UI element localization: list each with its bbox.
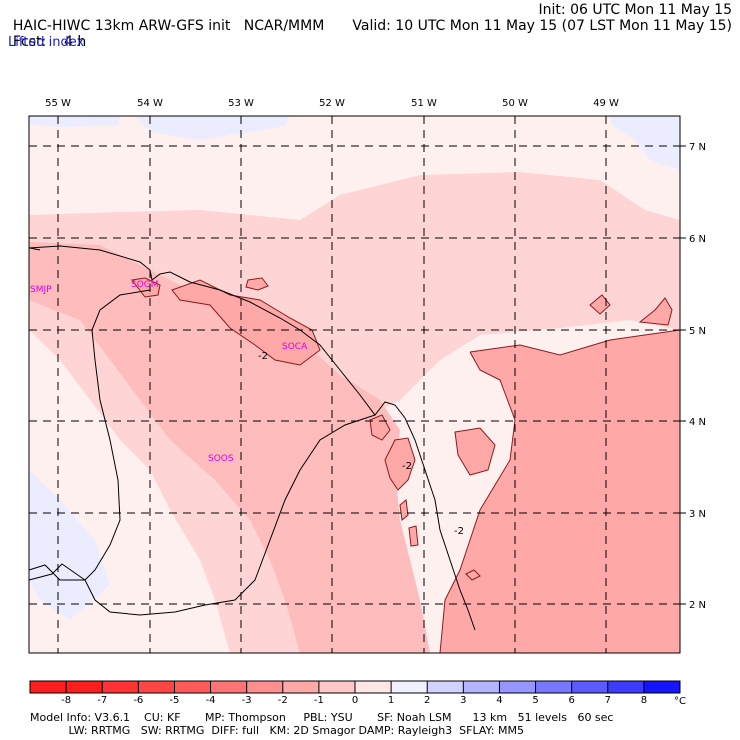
lon-label: 52 W xyxy=(319,98,345,109)
colorbar-tick-label: -4 xyxy=(206,695,216,706)
colorbar-tick-label: 3 xyxy=(460,695,466,706)
station-labels: SMJP SOGM SOCA SOOS xyxy=(30,280,308,464)
colorbar-tick-label: -2 xyxy=(278,695,288,706)
colorbar-tick-label: 1 xyxy=(388,695,394,706)
contour-label: -2 xyxy=(258,351,268,362)
station-label: SOOS xyxy=(208,454,234,464)
model-title: HAIC-HIWC 13km ARW-GFS init NCAR/MMM xyxy=(12,18,325,34)
lifted-index-field xyxy=(29,116,680,653)
colorbar-cell xyxy=(66,681,103,693)
lat-label: 5 N xyxy=(689,326,706,337)
lon-label: 50 W xyxy=(502,98,528,109)
contour-label: -2 xyxy=(402,461,412,472)
contour-lines xyxy=(131,277,681,654)
colorbar-cell xyxy=(535,681,573,693)
lat-label: 3 N xyxy=(689,509,706,520)
longitude-labels: 55 W 54 W 53 W 52 W 51 W 50 W 49 W xyxy=(45,98,619,109)
org-label: NCAR/MMM xyxy=(243,18,325,34)
colorbar-cell xyxy=(607,681,645,693)
map-frame xyxy=(28,115,681,654)
colorbar-tick-label: 2 xyxy=(424,695,430,706)
field-name: Lifted index xyxy=(8,35,85,50)
lon-label: 54 W xyxy=(137,98,163,109)
colorbar-cell xyxy=(571,681,609,693)
station-label: SOGM xyxy=(131,280,159,290)
colorbar-cell xyxy=(174,681,212,693)
lat-label: 7 N xyxy=(689,142,706,153)
lon-label: 53 W xyxy=(228,98,254,109)
colorbar-cell xyxy=(30,681,67,693)
colorbar: -8 -7 -6 -5 -4 -3 -2 -1 0 1 2 3 4 5 6 7 8 xyxy=(29,680,681,706)
init-time: Init: 06 UTC Mon 11 May 15 xyxy=(538,2,732,18)
lon-label: 55 W xyxy=(45,98,71,109)
lat-lon-grid xyxy=(29,116,680,653)
lat-label: 4 N xyxy=(689,417,706,428)
colorbar-cell xyxy=(318,681,356,693)
colorbar-cell xyxy=(643,681,681,693)
model-info-line-1: Model Info: V3.6.1 CU: KF MP: Thompson P… xyxy=(30,711,614,724)
colorbar-cell xyxy=(427,681,464,693)
lat-label: 6 N xyxy=(689,234,706,245)
contour-value-labels: -2 -2 -2 xyxy=(258,351,464,537)
colorbar-tick-label: -1 xyxy=(314,695,324,706)
colorbar-tick-label: -3 xyxy=(242,695,252,706)
lat-label: 2 N xyxy=(689,600,706,611)
lon-label: 49 W xyxy=(593,98,619,109)
coastline-borders xyxy=(28,245,476,631)
colorbar-tick-label: -6 xyxy=(133,695,143,706)
colorbar-tick-label: 6 xyxy=(568,695,574,706)
latitude-labels: 7 N 6 N 5 N 4 N 3 N 2 N xyxy=(689,142,706,611)
valid-time: Valid: 10 UTC Mon 11 May 15 (07 LST Mon … xyxy=(352,18,732,34)
colorbar-cell xyxy=(463,681,500,693)
colorbar-cell xyxy=(499,681,537,693)
colorbar-unit: °C xyxy=(674,696,686,707)
colorbar-tick-label: -5 xyxy=(169,695,179,706)
station-label: SOCA xyxy=(282,342,308,352)
colorbar-cell xyxy=(355,681,392,693)
colorbar-tick-label: 4 xyxy=(496,695,502,706)
colorbar-cell xyxy=(391,681,428,693)
colorbar-cell xyxy=(246,681,284,693)
colorbar-tick-label: 5 xyxy=(532,695,538,706)
colorbar-cell xyxy=(138,681,175,693)
station-label: SMJP xyxy=(30,285,52,295)
colorbar-tick-label: -7 xyxy=(97,695,107,706)
colorbar-cell xyxy=(102,681,139,693)
colorbar-cell xyxy=(210,681,248,693)
colorbar-tick-label: -8 xyxy=(61,695,71,706)
lon-label: 51 W xyxy=(411,98,437,109)
colorbar-tick-label: 0 xyxy=(352,695,358,706)
colorbar-tick-label: 8 xyxy=(641,695,647,706)
lat-ticks xyxy=(680,145,686,605)
contour-label: -2 xyxy=(454,526,464,537)
colorbar-tick-label: 7 xyxy=(605,695,611,706)
colorbar-cell xyxy=(282,681,320,693)
forecast-hour: Fcst: 4 h xyxy=(12,34,87,50)
model-info-line-2: LW: RRTMG SW: RRTMG DIFF: full KM: 2D Sm… xyxy=(30,724,524,737)
